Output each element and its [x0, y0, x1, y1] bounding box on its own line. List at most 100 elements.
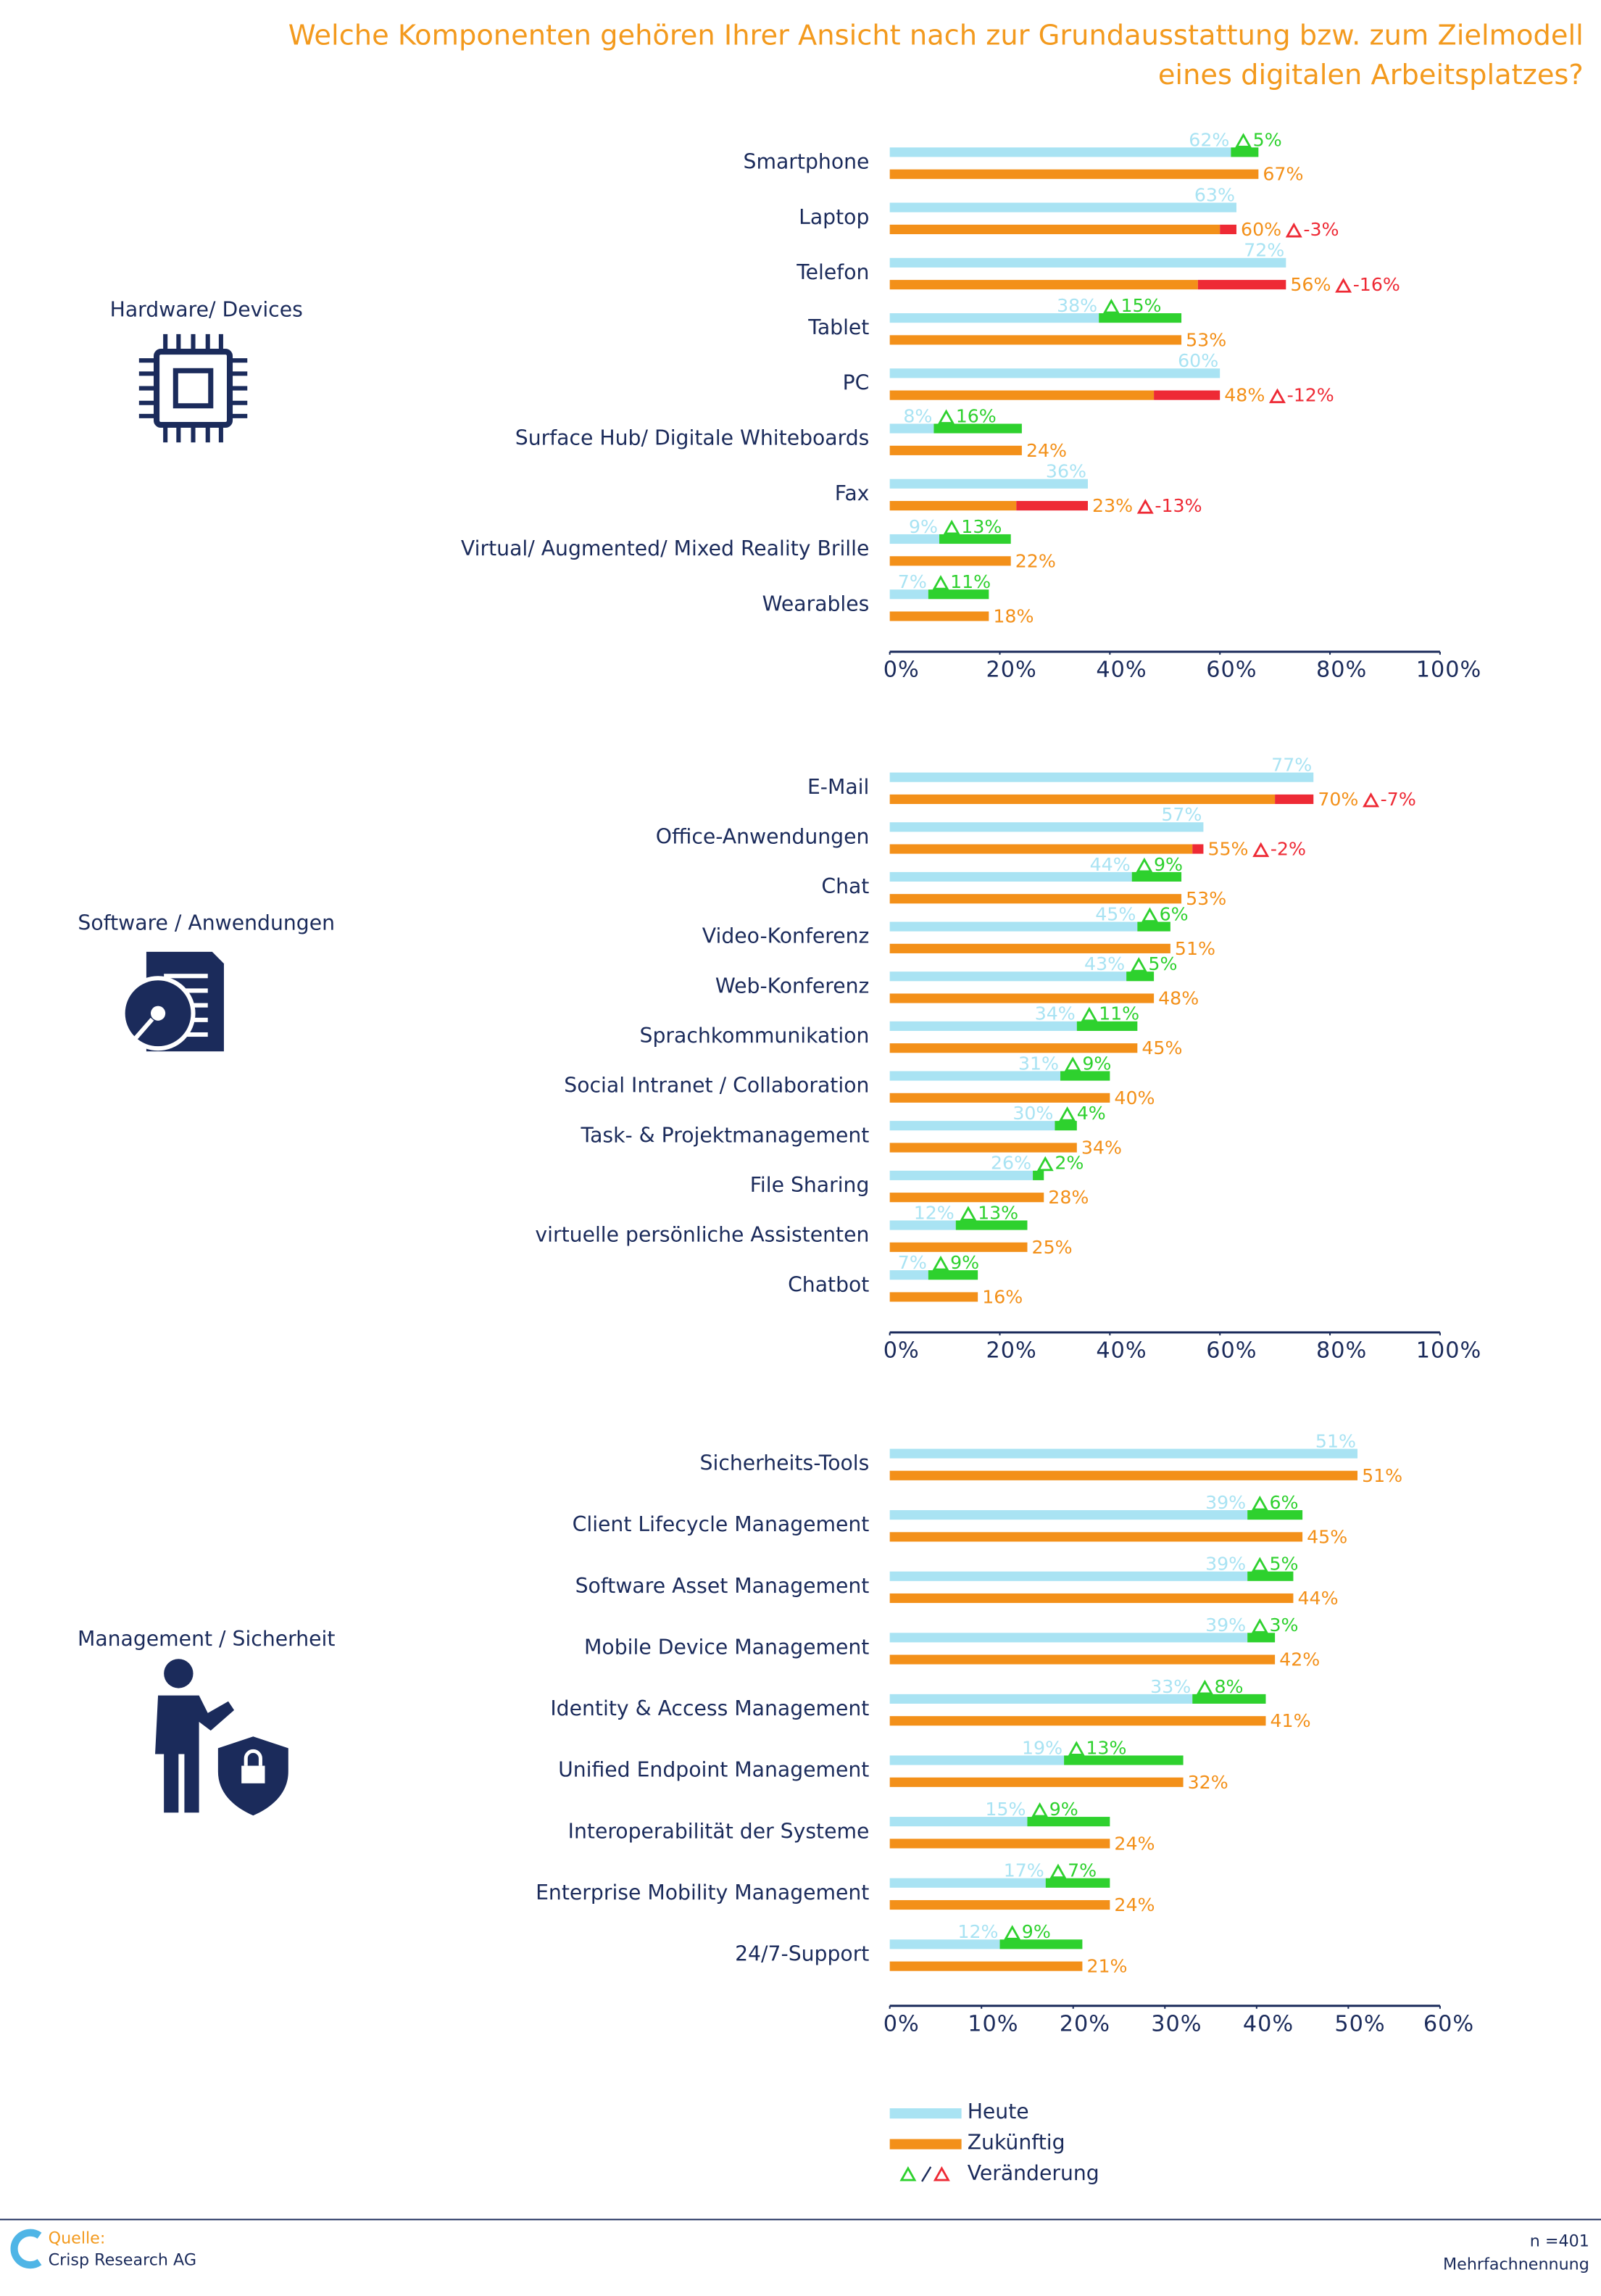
bar-heute: [889, 257, 1286, 268]
legend-label: Veränderung: [968, 2161, 1099, 2185]
bar-zukuenftig: [889, 1839, 1110, 1849]
delta-icon: [1031, 1802, 1049, 1818]
value-label: 72%: [1244, 240, 1284, 261]
value-label: 12%: [957, 1921, 998, 1942]
bar-heute: [889, 1939, 1000, 1949]
value-label: 44%: [1090, 854, 1131, 875]
x-tick-label: 100%: [1416, 658, 1482, 683]
change-label: -7%: [1381, 789, 1416, 810]
value-label: 63%: [1194, 185, 1235, 206]
delta-icon: [1036, 1156, 1054, 1172]
change-label: 15%: [1120, 295, 1161, 316]
value-label: 53%: [1186, 329, 1226, 350]
bar-change: [928, 589, 989, 600]
category-label: Wearables: [762, 592, 870, 616]
bar-heute: [889, 202, 1236, 212]
bar-zukuenftig: [889, 1093, 1110, 1103]
logo: [10, 2229, 42, 2269]
bar-zukuenftig: [889, 390, 1155, 400]
bar-heute: [889, 971, 1127, 982]
hardware-icon: [138, 333, 248, 443]
category-label: Surface Hub/ Digitale Whiteboards: [515, 426, 870, 450]
bar-zukuenftig: [889, 844, 1193, 854]
x-tick-label: 60%: [1206, 1338, 1257, 1364]
value-label: 38%: [1057, 295, 1097, 316]
bar-zukuenftig: [889, 1292, 978, 1302]
bar-heute: [889, 1449, 1358, 1459]
bar-change: [1060, 1071, 1110, 1081]
bar-zukuenftig: [889, 794, 1276, 804]
bar-zukuenftig: [889, 1899, 1110, 1910]
bar-change: [1247, 1633, 1276, 1643]
value-label: 51%: [1175, 938, 1215, 959]
delta-icon: [932, 575, 949, 590]
value-label: 17%: [1004, 1860, 1044, 1881]
bar-heute: [889, 822, 1204, 832]
change-label: 5%: [1269, 1554, 1298, 1575]
delta-icon: [1252, 842, 1270, 858]
value-label: 39%: [1205, 1554, 1246, 1575]
group-label: Management / Sicherheit: [78, 1627, 336, 1651]
value-label: 18%: [993, 606, 1034, 627]
bar-zukuenftig: [889, 335, 1182, 345]
value-label: 67%: [1263, 164, 1303, 185]
change-label: 13%: [978, 1202, 1018, 1223]
change-label: -3%: [1303, 219, 1339, 240]
category-label: Social Intranet / Collaboration: [564, 1074, 869, 1098]
delta-icon: [1049, 1863, 1067, 1879]
category-label: Unified Endpoint Management: [558, 1758, 869, 1782]
x-tick-label: 60%: [1206, 658, 1257, 683]
delta-icon: [1251, 1618, 1268, 1633]
value-label: 26%: [991, 1153, 1031, 1174]
bar-change: [1197, 280, 1286, 290]
bar-change: [1192, 1694, 1266, 1704]
legend-label: Heute: [968, 2100, 1029, 2123]
change-label: 9%: [1049, 1799, 1078, 1820]
delta-icon: [1141, 907, 1158, 922]
change-label: 13%: [1086, 1737, 1126, 1758]
value-label: 7%: [898, 571, 927, 592]
bar-zukuenftig: [889, 224, 1220, 235]
value-label: 22%: [1015, 550, 1056, 571]
bar-heute: [889, 423, 934, 434]
value-label: 32%: [1188, 1772, 1228, 1793]
bar-heute: [889, 871, 1132, 882]
bar-zukuenftig: [889, 1961, 1083, 1971]
value-label: 77%: [1271, 754, 1312, 775]
bar-change: [1154, 390, 1220, 400]
delta-icon: [932, 1256, 949, 1271]
bar-change: [1126, 971, 1155, 982]
bar-zukuenftig: [889, 1143, 1077, 1153]
delta-icon: [1335, 278, 1352, 293]
value-label: 39%: [1205, 1615, 1246, 1636]
value-label: 43%: [1084, 953, 1125, 974]
change-label: 11%: [1099, 1003, 1139, 1024]
bar-zukuenftig: [889, 943, 1170, 953]
value-label: 42%: [1279, 1649, 1320, 1670]
sample-size: n =401: [1530, 2231, 1589, 2250]
legend-label: Zukünftig: [968, 2131, 1065, 2155]
change-label: 9%: [950, 1252, 979, 1273]
value-label: 25%: [1032, 1237, 1073, 1258]
bar-change: [928, 1270, 978, 1280]
bar-heute: [889, 1694, 1193, 1704]
category-label: Smartphone: [744, 150, 870, 174]
category-label: Sprachkommunikation: [640, 1024, 870, 1048]
delta-icon: [1196, 1679, 1213, 1695]
value-label: 45%: [1307, 1526, 1347, 1547]
category-label: Telefon: [796, 260, 869, 284]
x-tick-label: 40%: [1096, 658, 1147, 683]
bar-change: [1033, 1170, 1044, 1180]
bar-zukuenftig: [889, 894, 1182, 904]
bar-heute: [889, 1510, 1248, 1520]
bar-zukuenftig: [889, 169, 1259, 179]
value-label: 8%: [903, 405, 932, 426]
change-label: 6%: [1269, 1492, 1298, 1513]
category-label: Interoperabilität der Systeme: [568, 1819, 870, 1843]
legend-slash: [921, 2166, 932, 2182]
bar-change: [1275, 794, 1314, 804]
delta-icon: [1059, 1106, 1076, 1122]
bar-change: [1220, 224, 1236, 235]
bar-heute: [889, 1878, 1046, 1888]
